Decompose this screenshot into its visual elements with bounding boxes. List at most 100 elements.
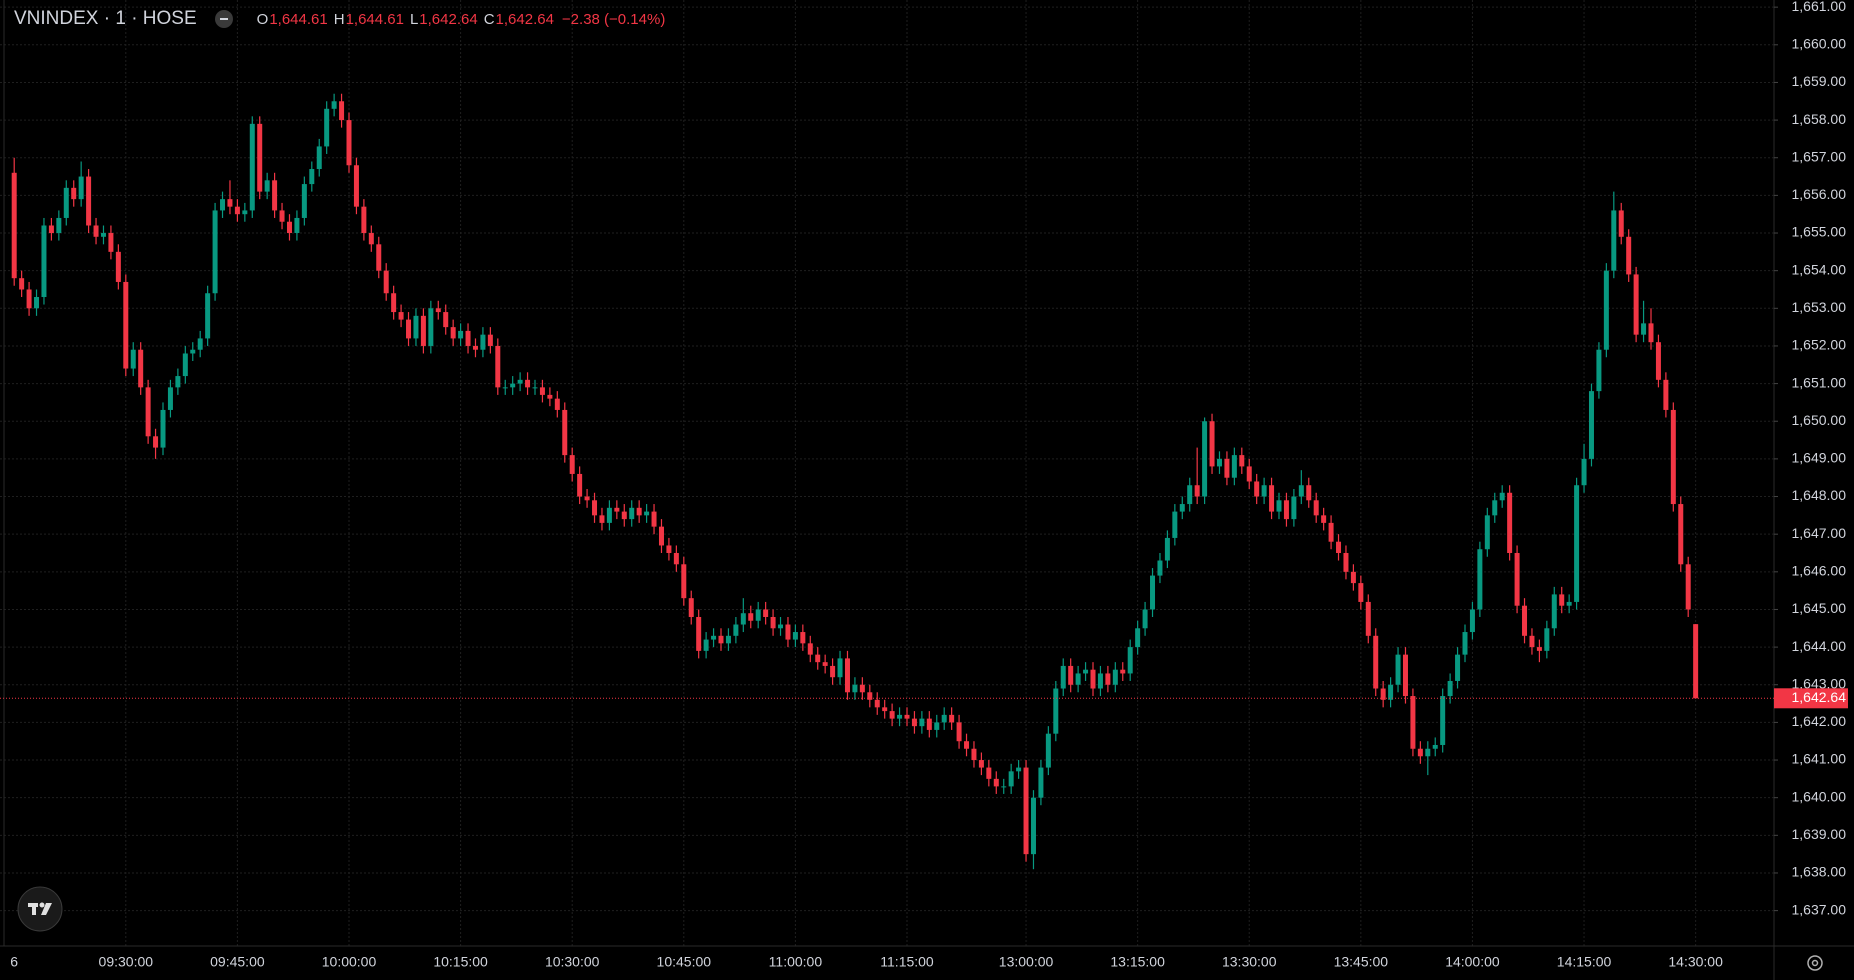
candle-body <box>681 564 687 599</box>
candle-body <box>1529 635 1535 648</box>
candle-body <box>725 635 731 644</box>
y-tick-label: 1,650.00 <box>1792 412 1847 428</box>
candle-body <box>614 507 620 512</box>
candle-body <box>93 225 99 237</box>
y-tick-label: 1,655.00 <box>1792 224 1847 240</box>
candle-body <box>1172 511 1178 538</box>
settings-gear-center <box>1811 959 1819 967</box>
candle-body <box>205 293 211 339</box>
settings-icon[interactable] <box>1807 955 1823 971</box>
candle-body <box>897 714 903 719</box>
candle-body <box>822 662 828 666</box>
candle-body <box>964 741 970 749</box>
logo-circle[interactable] <box>17 886 63 932</box>
candle-body <box>911 718 917 727</box>
candle-body <box>1254 481 1260 497</box>
candle-body <box>644 511 650 516</box>
candle-body <box>748 613 754 621</box>
candle-body <box>1068 665 1074 685</box>
x-tick-label: 10:15:00 <box>433 954 488 970</box>
y-tick-label: 1,657.00 <box>1792 148 1847 164</box>
candle-body <box>383 270 389 294</box>
candle-body <box>286 221 292 234</box>
candle-body <box>919 718 925 727</box>
candle-body <box>1358 583 1364 602</box>
candle-body <box>428 308 434 346</box>
logo-shape <box>32 903 36 915</box>
y-tick-label: 1,637.00 <box>1792 901 1847 917</box>
candle-body <box>145 387 151 437</box>
candle-body <box>435 308 441 313</box>
candle-body <box>1060 665 1066 689</box>
x-tick-label: 14:30:00 <box>1668 954 1723 970</box>
y-tick-label: 1,656.00 <box>1792 186 1847 202</box>
settings-gear[interactable] <box>1807 955 1823 971</box>
candle-body <box>889 711 895 719</box>
candle-body <box>1633 274 1639 335</box>
candle-body <box>272 180 278 211</box>
candle-body <box>1001 786 1007 788</box>
candle-body <box>510 383 516 388</box>
collapse-button[interactable] <box>214 10 233 28</box>
y-tick-label: 1,642.00 <box>1792 713 1847 729</box>
candle-body <box>1670 409 1676 505</box>
candle-body <box>1127 647 1133 674</box>
candle-body <box>1030 797 1036 855</box>
candle-body <box>1655 342 1661 380</box>
candle-body <box>926 718 932 730</box>
candle-body <box>48 225 54 234</box>
candle-body <box>1514 552 1520 606</box>
x-tick-label: 11:15:00 <box>880 954 934 970</box>
y-tick-label: 1,653.00 <box>1792 299 1847 315</box>
candle-body <box>636 507 642 516</box>
candle-body <box>532 387 538 389</box>
logo[interactable] <box>17 886 63 932</box>
candle-body <box>1574 485 1580 602</box>
candle-body <box>673 552 679 565</box>
candle-body <box>1008 771 1014 787</box>
candle-body <box>1469 609 1475 633</box>
y-tick-label: 1,652.00 <box>1792 337 1847 353</box>
y-tick-label: 1,651.00 <box>1792 374 1847 390</box>
candle-body <box>212 210 218 294</box>
candle-body <box>986 767 992 779</box>
x-tick-label: 6 <box>10 954 18 970</box>
candle-body <box>1179 504 1185 512</box>
candle-body <box>1142 609 1148 629</box>
candle-body <box>1350 571 1356 584</box>
candle-body <box>167 387 173 410</box>
candle-body <box>696 616 702 651</box>
candle-body <box>815 654 821 663</box>
candle-body <box>41 225 47 298</box>
candle-body <box>1581 458 1587 486</box>
candle-body <box>971 748 977 761</box>
y-tick-label: 1,646.00 <box>1792 563 1847 579</box>
candle-body <box>755 609 761 621</box>
candle-body <box>1380 688 1386 700</box>
candle-body <box>108 233 114 252</box>
candle-body <box>844 658 850 693</box>
candle-body <box>1611 210 1617 271</box>
candle-body <box>86 176 92 226</box>
candle-body <box>1298 485 1304 497</box>
candle-body <box>234 206 240 215</box>
candle-body <box>1105 673 1111 685</box>
candle-body <box>1261 485 1267 497</box>
candle-body <box>130 349 136 369</box>
candle-body <box>852 684 858 693</box>
candle-body <box>1083 669 1089 674</box>
candle-body <box>569 455 575 474</box>
candle-body <box>1194 485 1200 497</box>
candle-body <box>1276 500 1282 512</box>
candle-body <box>56 217 62 234</box>
ohlc-key: L <box>409 10 419 28</box>
candle-body <box>1417 748 1423 757</box>
x-tick-label: 10:00:00 <box>322 954 377 970</box>
legend-header: VNINDEX · 1 · HOSE O 1,644.61 H 1,644.61 L… <box>14 8 665 30</box>
candle-body <box>257 123 263 192</box>
candle-body <box>1641 323 1647 335</box>
candle-body <box>1216 458 1222 467</box>
candle-body <box>867 692 873 700</box>
candle-body <box>800 632 806 644</box>
